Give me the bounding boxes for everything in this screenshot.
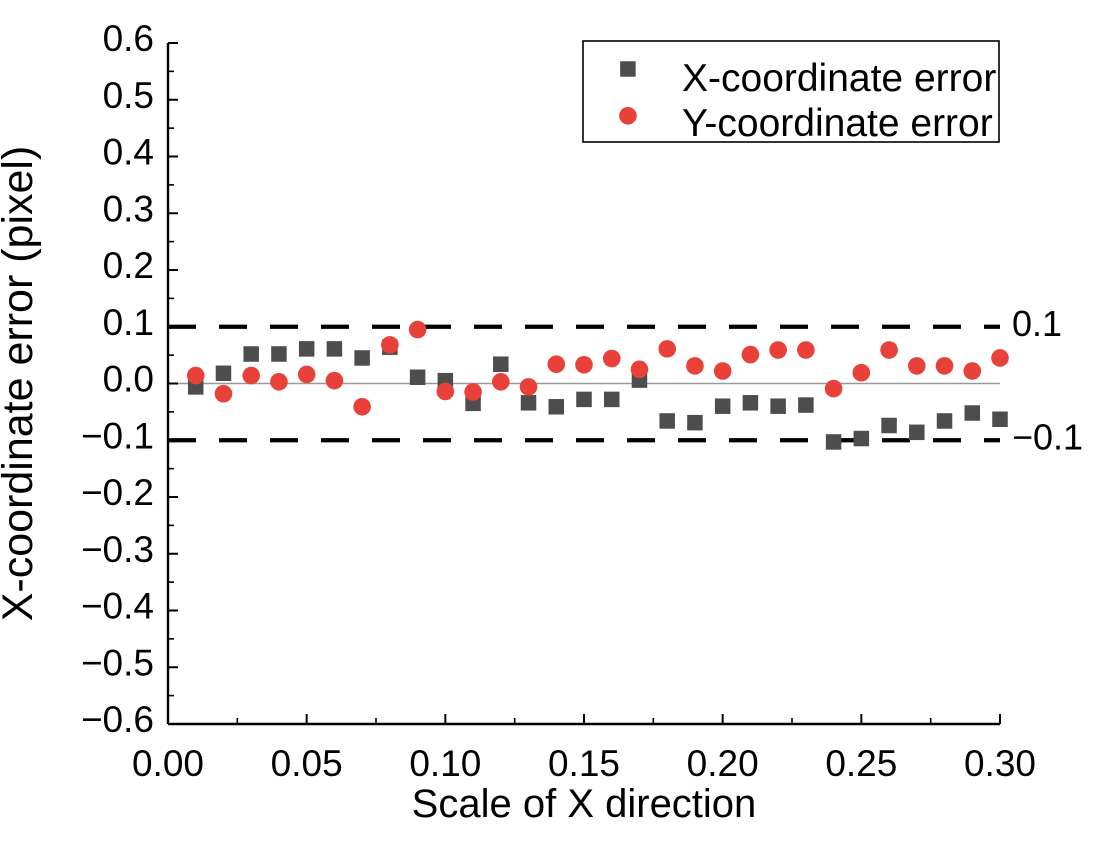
- svg-text:X-coordinate error (pixel): X-coordinate error (pixel): [0, 146, 42, 622]
- svg-text:Scale of X direction: Scale of X direction: [412, 782, 757, 826]
- svg-text:0.2: 0.2: [103, 245, 154, 286]
- svg-text:0.0: 0.0: [103, 359, 154, 400]
- svg-text:−0.3: −0.3: [81, 529, 154, 570]
- svg-text:Y-coordinate error: Y-coordinate error: [682, 102, 993, 145]
- svg-text:0.00: 0.00: [132, 743, 204, 784]
- svg-text:0.30: 0.30: [964, 743, 1036, 784]
- svg-text:0.05: 0.05: [271, 743, 343, 784]
- svg-text:0.6: 0.6: [103, 18, 154, 59]
- svg-text:−0.1: −0.1: [81, 415, 154, 456]
- svg-text:−0.4: −0.4: [81, 586, 154, 627]
- svg-text:−0.2: −0.2: [81, 472, 154, 513]
- svg-text:0.5: 0.5: [103, 75, 154, 116]
- svg-text:0.10: 0.10: [409, 743, 481, 784]
- svg-text:X-coordinate error: X-coordinate error: [682, 57, 996, 100]
- svg-text:0.1: 0.1: [1012, 303, 1062, 344]
- svg-text:0.15: 0.15: [548, 743, 620, 784]
- svg-text:−0.1: −0.1: [1012, 416, 1083, 457]
- svg-text:0.20: 0.20: [687, 743, 759, 784]
- svg-text:0.3: 0.3: [103, 188, 154, 229]
- svg-text:0.1: 0.1: [103, 302, 154, 343]
- svg-text:0.4: 0.4: [103, 132, 154, 173]
- svg-text:0.25: 0.25: [825, 743, 897, 784]
- svg-text:−0.6: −0.6: [81, 699, 154, 740]
- svg-text:−0.5: −0.5: [81, 642, 154, 683]
